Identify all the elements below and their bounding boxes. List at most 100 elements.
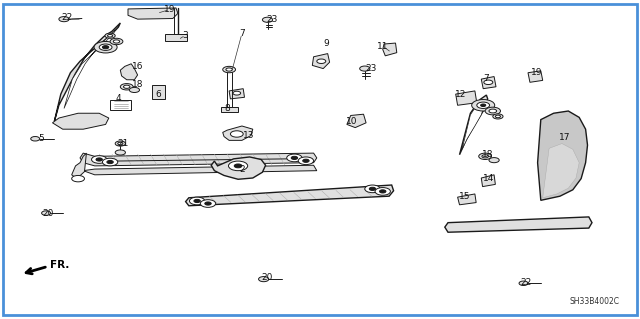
Circle shape xyxy=(108,34,113,37)
Text: 19: 19 xyxy=(164,5,175,14)
Circle shape xyxy=(375,188,390,195)
Circle shape xyxy=(124,85,130,88)
Polygon shape xyxy=(54,23,120,121)
Text: 3: 3 xyxy=(183,31,188,40)
Circle shape xyxy=(484,80,493,85)
Polygon shape xyxy=(52,113,109,129)
Polygon shape xyxy=(110,100,131,110)
Circle shape xyxy=(99,44,112,50)
Circle shape xyxy=(92,156,107,163)
Circle shape xyxy=(291,156,298,160)
Text: 16: 16 xyxy=(132,63,143,71)
Polygon shape xyxy=(152,85,165,99)
Circle shape xyxy=(105,33,115,38)
Circle shape xyxy=(303,159,309,162)
Polygon shape xyxy=(538,111,588,200)
Circle shape xyxy=(110,38,123,45)
Text: 10: 10 xyxy=(346,117,358,126)
Circle shape xyxy=(200,200,216,207)
Circle shape xyxy=(489,109,497,113)
Circle shape xyxy=(107,160,113,164)
Circle shape xyxy=(102,46,109,49)
Text: FR.: FR. xyxy=(50,260,69,271)
Polygon shape xyxy=(120,64,138,80)
Circle shape xyxy=(477,102,490,108)
Text: SH33B4002C: SH33B4002C xyxy=(570,297,620,306)
Polygon shape xyxy=(165,34,187,41)
Circle shape xyxy=(102,158,118,166)
Text: 18: 18 xyxy=(132,80,143,89)
Circle shape xyxy=(380,190,386,193)
Circle shape xyxy=(226,68,232,71)
Circle shape xyxy=(298,157,314,165)
Polygon shape xyxy=(481,77,496,89)
Text: 6: 6 xyxy=(156,90,161,99)
Circle shape xyxy=(120,84,133,90)
Polygon shape xyxy=(383,43,397,56)
Polygon shape xyxy=(211,157,266,179)
Polygon shape xyxy=(445,217,592,232)
Text: 15: 15 xyxy=(459,192,470,201)
Polygon shape xyxy=(312,54,330,69)
Polygon shape xyxy=(186,185,394,206)
Polygon shape xyxy=(128,8,178,19)
Circle shape xyxy=(115,150,125,155)
Text: 11: 11 xyxy=(377,42,388,51)
Text: 23: 23 xyxy=(266,15,278,24)
Circle shape xyxy=(259,277,269,282)
Circle shape xyxy=(113,40,120,43)
Circle shape xyxy=(96,158,102,161)
Polygon shape xyxy=(223,126,253,140)
Circle shape xyxy=(234,164,242,168)
Circle shape xyxy=(481,104,486,107)
Polygon shape xyxy=(528,71,543,82)
Polygon shape xyxy=(80,153,317,166)
Circle shape xyxy=(115,141,125,146)
Text: 20: 20 xyxy=(262,273,273,282)
Text: 22: 22 xyxy=(61,13,73,22)
Text: 19: 19 xyxy=(531,68,542,77)
Circle shape xyxy=(369,187,376,190)
Circle shape xyxy=(223,66,236,73)
Circle shape xyxy=(189,197,205,205)
Circle shape xyxy=(485,107,500,115)
Polygon shape xyxy=(64,29,115,108)
Text: 23: 23 xyxy=(365,64,377,73)
Polygon shape xyxy=(481,175,495,187)
Text: 9: 9 xyxy=(324,39,329,48)
Circle shape xyxy=(94,41,117,53)
Text: 7: 7 xyxy=(484,74,489,83)
Circle shape xyxy=(72,175,84,182)
Text: 2: 2 xyxy=(239,165,244,174)
Circle shape xyxy=(287,154,302,162)
Polygon shape xyxy=(460,95,488,155)
Circle shape xyxy=(489,158,499,163)
Circle shape xyxy=(228,161,248,171)
Text: 4: 4 xyxy=(116,94,121,103)
Polygon shape xyxy=(456,91,477,105)
Circle shape xyxy=(365,185,380,193)
Circle shape xyxy=(233,91,241,95)
Circle shape xyxy=(262,17,273,22)
Text: 18: 18 xyxy=(482,150,493,159)
Polygon shape xyxy=(462,102,484,149)
Text: 17: 17 xyxy=(559,133,570,142)
Text: 14: 14 xyxy=(483,174,494,183)
Circle shape xyxy=(482,155,488,158)
Circle shape xyxy=(129,87,140,93)
Polygon shape xyxy=(229,89,244,99)
Circle shape xyxy=(495,115,500,118)
Text: 8: 8 xyxy=(225,104,230,113)
Circle shape xyxy=(479,153,492,160)
Text: 13: 13 xyxy=(243,131,254,140)
Circle shape xyxy=(59,17,69,22)
Circle shape xyxy=(42,211,51,215)
Circle shape xyxy=(194,199,200,203)
Polygon shape xyxy=(221,107,238,112)
Circle shape xyxy=(472,100,495,111)
Circle shape xyxy=(205,202,211,205)
Circle shape xyxy=(31,137,40,141)
Circle shape xyxy=(230,131,243,137)
Text: 21: 21 xyxy=(118,139,129,148)
Circle shape xyxy=(118,142,123,145)
